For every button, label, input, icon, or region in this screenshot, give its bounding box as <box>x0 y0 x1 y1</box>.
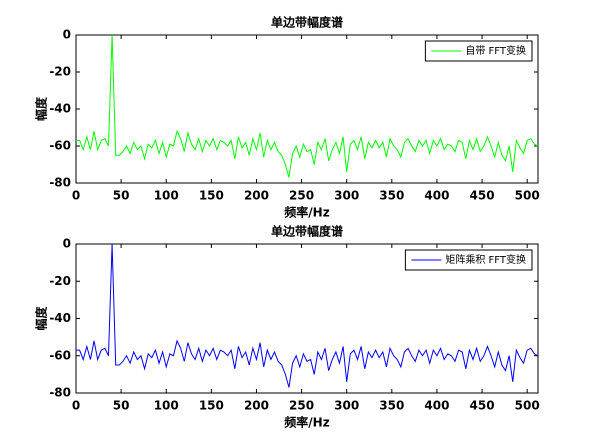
x-tick-label: 150 <box>199 189 224 203</box>
x-tick-label: 150 <box>199 399 224 413</box>
y-tick-label: -20 <box>49 274 71 288</box>
y-tick-label: -80 <box>49 386 71 400</box>
y-tick-label: -20 <box>49 65 71 79</box>
x-tick-label: 100 <box>154 189 179 203</box>
x-axis-label: 频率/Hz <box>284 205 329 220</box>
legend-label: 自带 FFT变换 <box>465 44 526 57</box>
x-tick-label: 400 <box>424 189 449 203</box>
legend-label: 矩阵乘积 FFT变换 <box>445 253 526 266</box>
x-tick-label: 50 <box>113 189 130 203</box>
y-tick-label: -60 <box>49 348 71 362</box>
x-tick-label: 100 <box>154 399 179 413</box>
y-tick-label: -40 <box>49 311 71 325</box>
legend-box <box>424 40 533 62</box>
legend-box <box>404 249 533 271</box>
data-line <box>76 34 539 178</box>
y-tick-label: -80 <box>49 176 71 190</box>
x-tick-label: 0 <box>72 399 80 413</box>
chart-title: 单边带幅度谱 <box>271 15 343 30</box>
x-tick-label: 350 <box>379 189 404 203</box>
x-tick-label: 300 <box>334 399 359 413</box>
x-tick-label: 450 <box>470 399 495 413</box>
x-tick-label: 450 <box>470 189 495 203</box>
y-tick-label: -60 <box>49 139 71 153</box>
x-tick-label: 500 <box>515 399 540 413</box>
data-line <box>76 243 539 388</box>
x-tick-label: 500 <box>515 189 540 203</box>
x-tick-label: 0 <box>72 189 80 203</box>
x-tick-label: 300 <box>334 189 359 203</box>
y-tick-label: 0 <box>63 28 71 42</box>
y-tick-label: 0 <box>63 237 71 251</box>
x-tick-label: 200 <box>244 189 269 203</box>
x-tick-label: 50 <box>113 399 130 413</box>
legend: 自带 FFT变换 <box>424 40 533 62</box>
x-tick-label: 250 <box>289 399 314 413</box>
y-axis-label: 幅度 <box>34 96 49 121</box>
x-tick-label: 350 <box>379 399 404 413</box>
x-tick-label: 400 <box>424 399 449 413</box>
x-axis-label: 频率/Hz <box>284 415 329 430</box>
x-tick-label: 250 <box>289 189 314 203</box>
chart-title: 单边带幅度谱 <box>271 224 343 239</box>
legend: 矩阵乘积 FFT变换 <box>404 249 533 271</box>
x-tick-label: 200 <box>244 399 269 413</box>
y-tick-label: -40 <box>49 102 71 116</box>
y-axis-label: 幅度 <box>34 306 49 331</box>
